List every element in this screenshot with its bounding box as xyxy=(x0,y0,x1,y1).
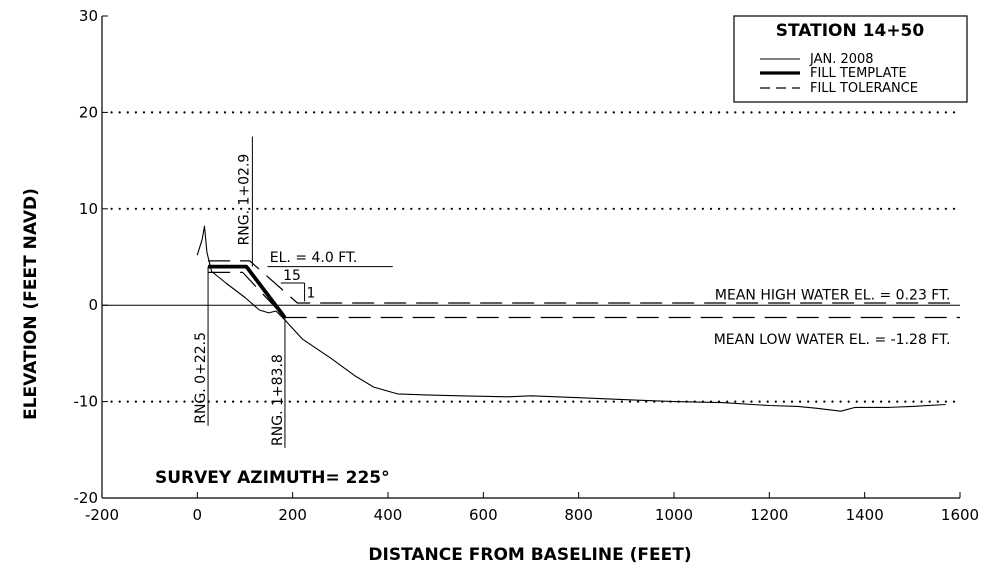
rng-c-label: RNG. 1+83.8 xyxy=(270,354,286,446)
y-tick-label: 10 xyxy=(79,200,98,218)
y-tick-label: 30 xyxy=(79,7,98,25)
y-tick-label: 20 xyxy=(79,103,98,121)
series-group xyxy=(196,225,960,412)
rng-b-label: RNG. 1+02.9 xyxy=(236,154,252,246)
legend-title: STATION 14+50 xyxy=(776,21,925,41)
x-tick-label: 1600 xyxy=(941,506,979,524)
x-tick-label: 1200 xyxy=(750,506,788,524)
elevation-label: EL. = 4.0 FT. xyxy=(270,250,358,266)
slope-run-label: 15 xyxy=(283,268,301,284)
y-tick-label: 0 xyxy=(88,296,98,314)
x-tick-label: 1400 xyxy=(846,506,884,524)
y-tick-label: -10 xyxy=(74,393,99,411)
x-tick-label: -200 xyxy=(85,506,119,524)
ticks: -200 0 200 400 600 800 1000 1200 1400 1600 30 20 10 0… xyxy=(74,7,980,524)
slope-rise-label: 1 xyxy=(306,285,315,301)
axes xyxy=(101,16,960,499)
series-fill-template-line xyxy=(208,264,287,319)
x-tick-label: 200 xyxy=(278,506,307,524)
legend-label-fill-tolerance: FILL TOLERANCE xyxy=(810,81,918,96)
x-axis-title: DISTANCE FROM BASELINE (FEET) xyxy=(368,545,691,565)
series-fill-tolerance-lower-line xyxy=(208,271,960,319)
series-fill-tolerance-line xyxy=(208,260,960,304)
legend: STATION 14+50 JAN. 2008 FILL TEMPLATE FI… xyxy=(733,15,968,103)
rng-a-label: RNG. 0+22.5 xyxy=(193,332,209,424)
y-axis-title: ELEVATION (FEET NAVD) xyxy=(21,188,41,420)
mhw-label: MEAN HIGH WATER EL. = 0.23 FT. xyxy=(715,287,951,303)
legend-label-jan2008: JAN. 2008 xyxy=(809,52,874,67)
annotations: RNG. 0+22.5 RNG. 1+02.9 RNG. 1+83.8 EL. = 4… xyxy=(193,136,951,448)
x-tick-label: 0 xyxy=(193,506,203,524)
x-tick-label: 800 xyxy=(564,506,593,524)
x-tick-label: 600 xyxy=(469,506,498,524)
x-tick-label: 400 xyxy=(374,506,403,524)
mlw-label: MEAN LOW WATER EL. = -1.28 FT. xyxy=(714,332,951,348)
y-tick-label: -20 xyxy=(74,489,99,507)
legend-label-fill-template: FILL TEMPLATE xyxy=(810,66,907,81)
x-tick-label: 1000 xyxy=(655,506,693,524)
azimuth-label: SURVEY AZIMUTH= 225° xyxy=(155,468,390,488)
series-jan-2008-line xyxy=(196,225,946,412)
